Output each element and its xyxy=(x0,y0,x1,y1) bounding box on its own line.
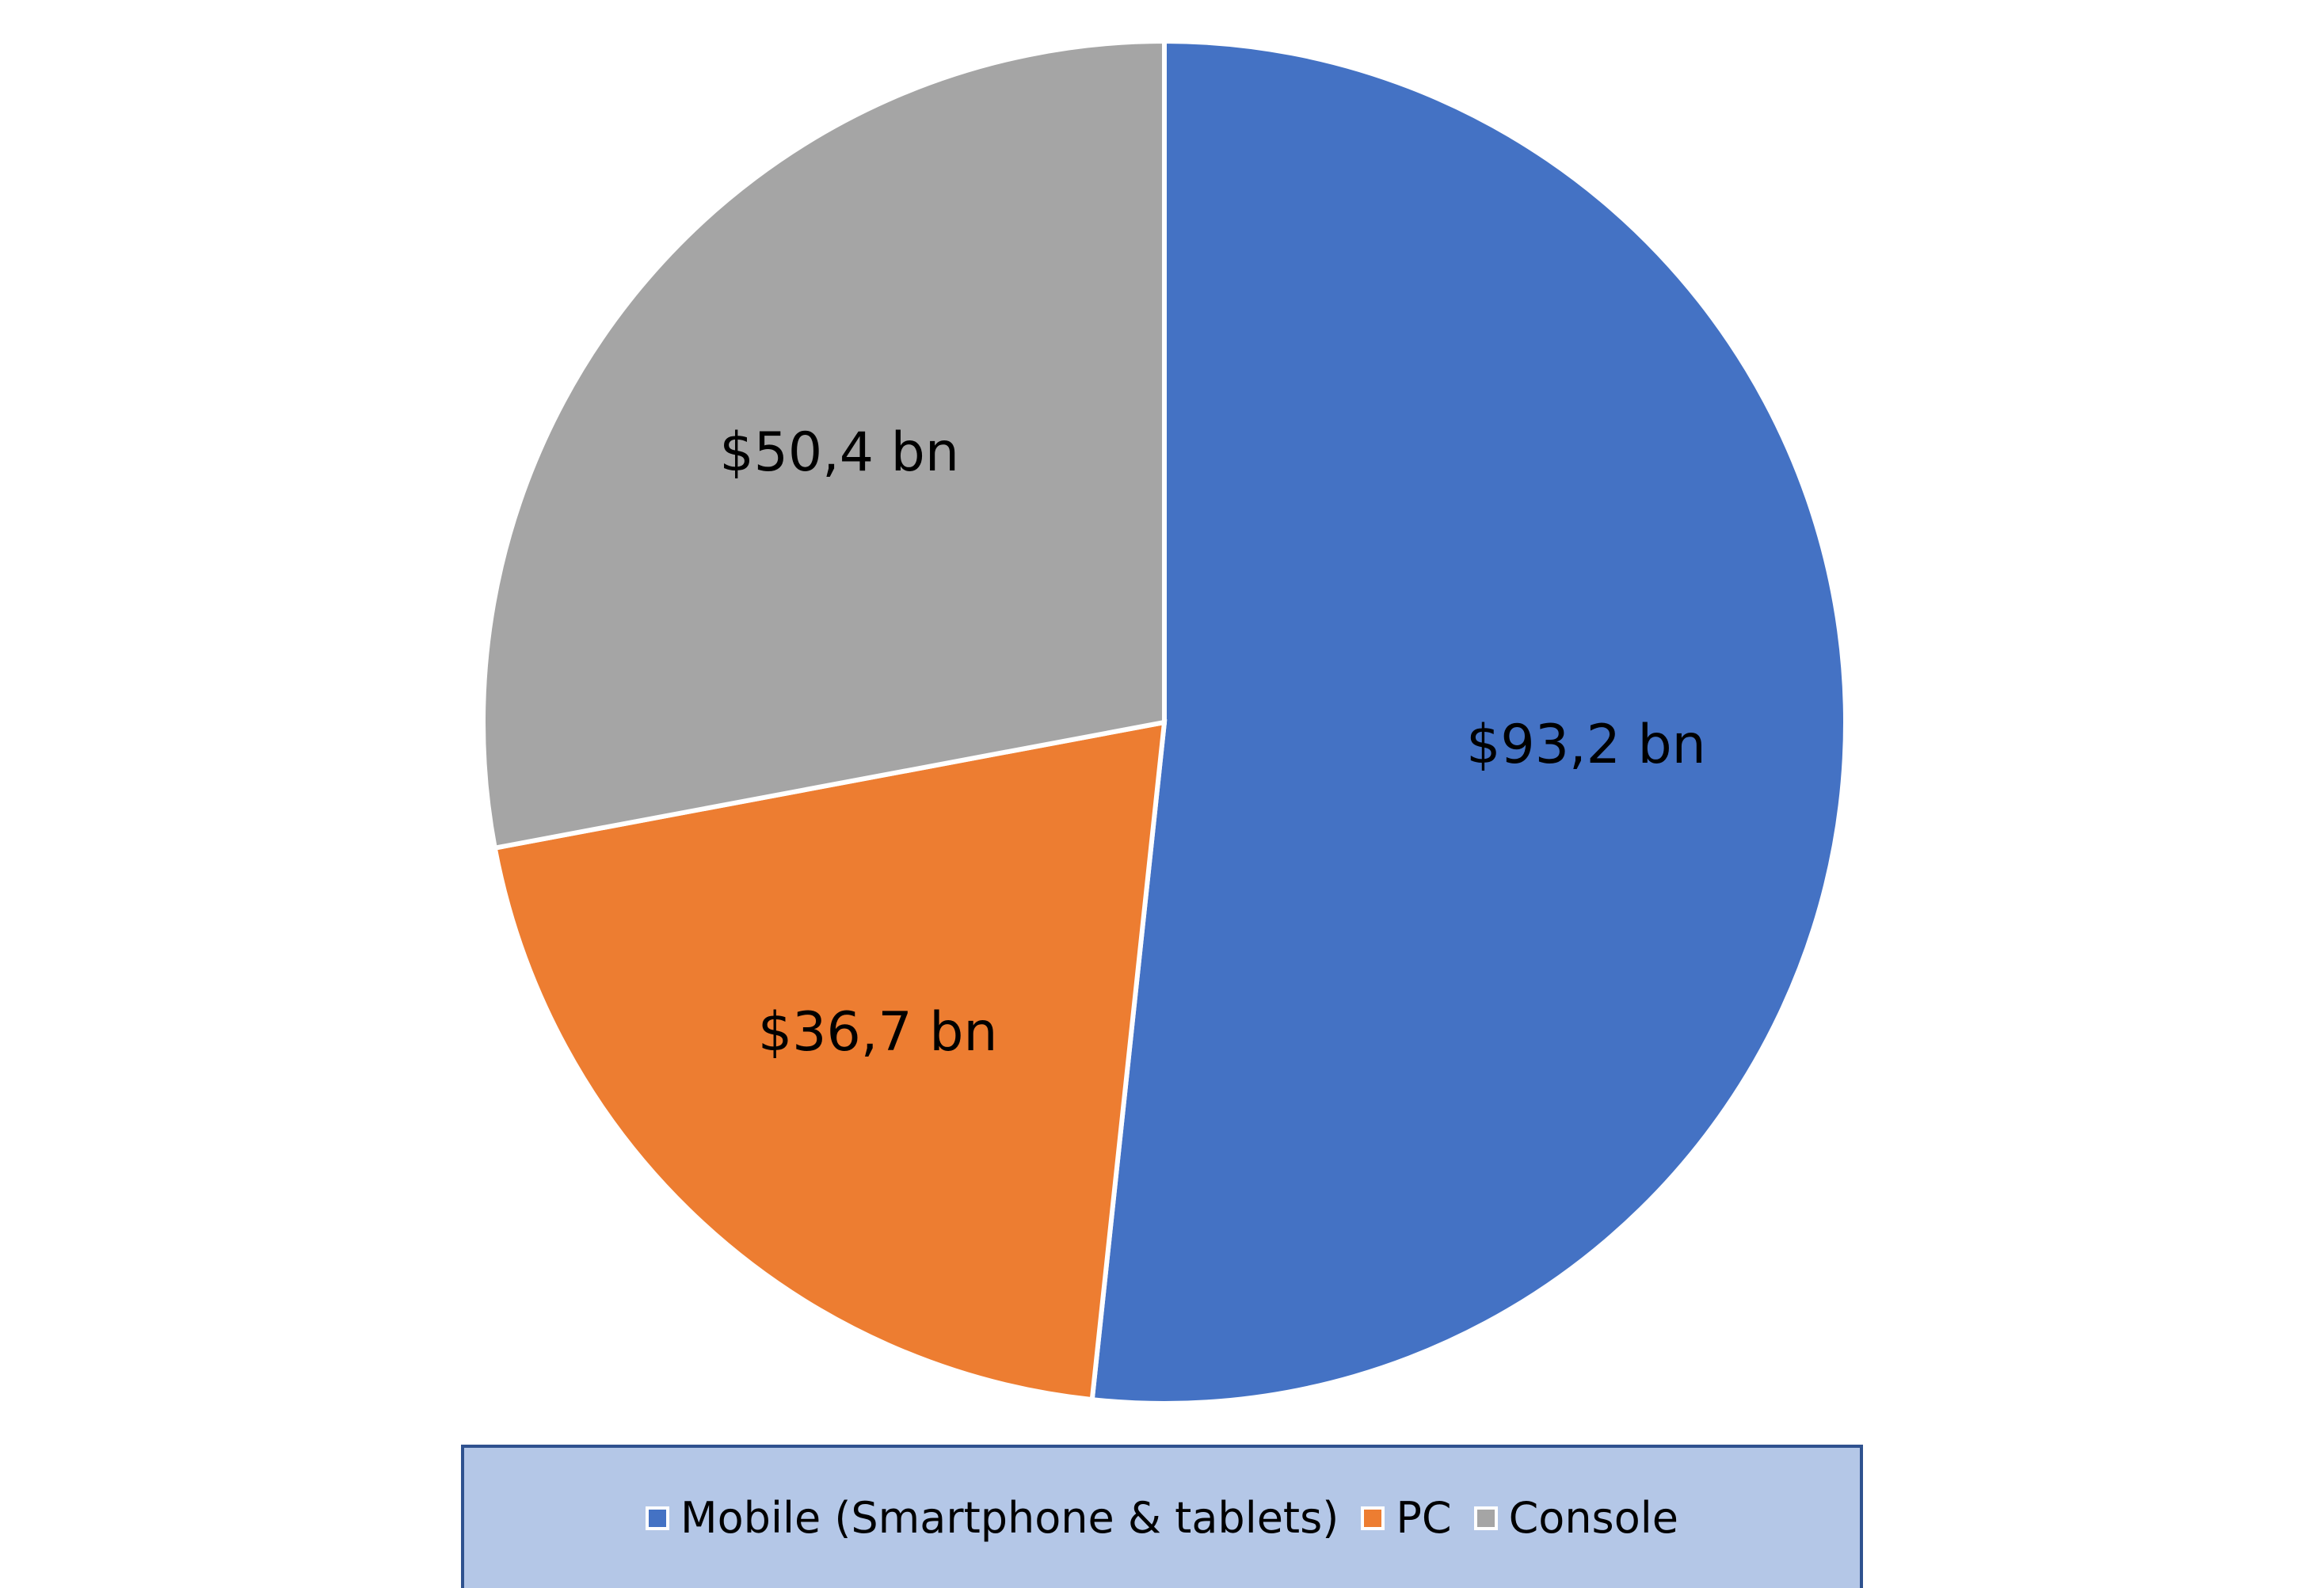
pie-slice-mobile xyxy=(1089,38,1848,1406)
data-label-pc: $36,7 bn xyxy=(758,1001,998,1064)
legend-label-pc: PC xyxy=(1396,1493,1452,1543)
legend-label-mobile: Mobile (Smartphone & tablets) xyxy=(680,1493,1339,1543)
legend-swatch-pc xyxy=(1361,1506,1385,1530)
pie-slice-console xyxy=(481,38,1167,851)
pie-data-labels: $93,2 bn $36,7 bn $50,4 bn xyxy=(719,421,1705,1064)
legend-item-mobile: Mobile (Smartphone & tablets) xyxy=(646,1493,1339,1543)
data-label-console: $50,4 bn xyxy=(719,421,959,484)
legend-label-console: Console xyxy=(1508,1493,1678,1543)
legend-swatch-mobile xyxy=(646,1506,670,1530)
legend-item-pc: PC xyxy=(1361,1493,1452,1543)
pie-slice-pc xyxy=(492,719,1168,1403)
legend-swatch-console xyxy=(1473,1506,1498,1530)
chart-legend: Mobile (Smartphone & tablets) PC Console xyxy=(461,1445,1863,1588)
legend-item-console: Console xyxy=(1473,1493,1678,1543)
data-label-mobile: $93,2 bn xyxy=(1466,714,1706,776)
pie-slices xyxy=(481,38,1848,1406)
